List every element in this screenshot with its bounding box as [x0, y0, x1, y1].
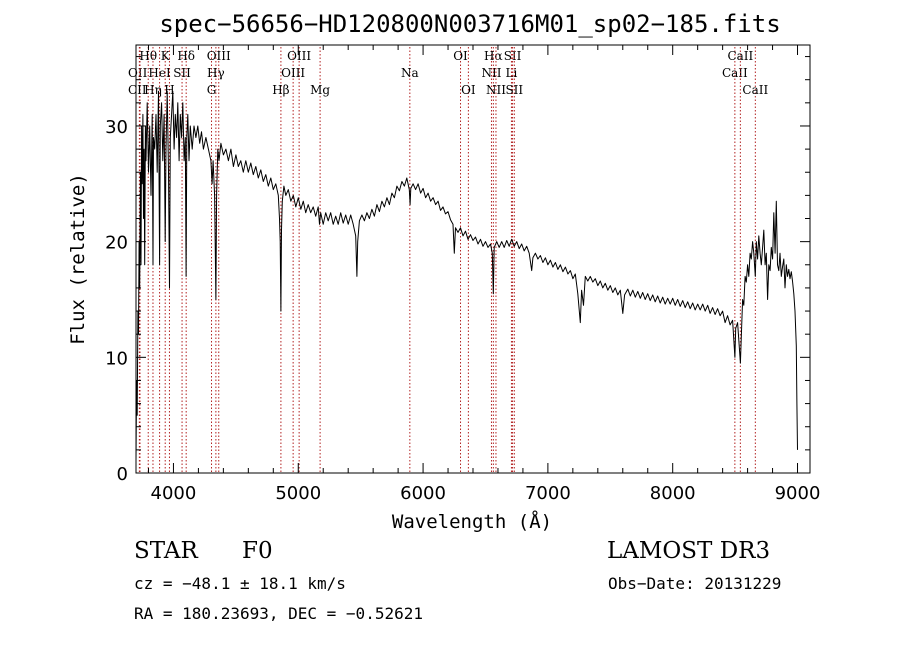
line-marker-label: OI	[461, 83, 476, 97]
redshift-velocity: cz = −48.1 ± 18.1 km/s	[134, 574, 346, 593]
line-marker-label: OII	[128, 66, 148, 80]
plot-frame	[135, 44, 811, 474]
series-layer	[135, 90, 798, 462]
line-marker-label: OIII	[207, 49, 231, 63]
x-tick-label: 9000	[775, 483, 821, 504]
x-tick-label: 6000	[400, 483, 446, 504]
y-tick-label: 0	[117, 464, 128, 485]
y-tick-label: 30	[105, 117, 128, 138]
x-axis-label: Wavelength (Å)	[392, 510, 552, 533]
y-tick-label: 10	[105, 348, 128, 369]
line-marker-label: OIII	[281, 66, 305, 80]
line-marker-label: Hβ	[272, 83, 289, 97]
line-marker-label: Na	[401, 66, 419, 80]
y-axis-label: Flux (relative)	[67, 173, 89, 345]
spectrum-line	[135, 90, 798, 462]
line-marker-label: SII	[504, 49, 522, 63]
line-marker-label: OIII	[287, 49, 311, 63]
chart-title: spec−56656−HD120800N003716M01_sp02−185.f…	[159, 10, 780, 38]
line-marker-label: SII	[505, 83, 523, 97]
object-class: STAR	[134, 538, 198, 564]
line-marker-label: Hθ	[139, 49, 157, 63]
line-marker-label: CaII	[742, 83, 768, 97]
line-marker-label: Mg	[310, 83, 330, 97]
line-marker-label: Hγ	[207, 66, 225, 80]
x-tick-label: 7000	[525, 483, 571, 504]
line-marker-label: Hη	[144, 83, 162, 97]
x-tick-label: 5000	[275, 483, 321, 504]
line-marker-label: H	[164, 83, 174, 97]
line-marker-label: HeI	[148, 66, 171, 80]
line-marker-label: Li	[506, 66, 518, 80]
line-marker-label: K	[161, 49, 171, 63]
line-marker-label: NII	[486, 83, 506, 97]
line-marker-label: NII	[481, 66, 501, 80]
line-marker-label: G	[207, 83, 217, 97]
axis-ticks: 4000 5000 6000 7000 8000 9000 0 10 20 30	[105, 45, 820, 504]
object-subclass: F0	[242, 538, 273, 564]
y-tick-label: 20	[105, 233, 128, 254]
survey-name: LAMOST DR3	[607, 538, 771, 564]
line-marker-label: CaII	[727, 49, 753, 63]
line-marker-label: SII	[173, 66, 191, 80]
line-marker-label: CaII	[722, 66, 748, 80]
line-marker-label: Hδ	[177, 49, 195, 63]
x-tick-label: 4000	[151, 483, 197, 504]
observation-date: Obs−Date: 20131229	[608, 574, 782, 593]
line-marker-label: Hα	[484, 49, 503, 63]
ra-dec-coordinates: RA = 180.23693, DEC = −0.52621	[134, 604, 423, 623]
line-marker-label: OI	[453, 49, 468, 63]
x-tick-label: 8000	[650, 483, 696, 504]
line-marker-label: CII	[128, 83, 147, 97]
